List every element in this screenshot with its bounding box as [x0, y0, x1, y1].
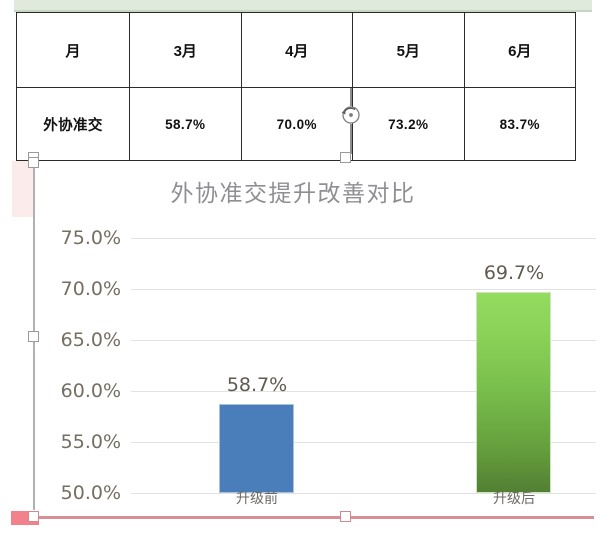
y-axis-tick-label: 75.0%: [60, 227, 121, 249]
table-header-cell[interactable]: 4月: [240, 12, 353, 88]
gridline: [131, 238, 596, 239]
gridline: [131, 289, 596, 290]
resize-handle-bottom-center[interactable]: [340, 511, 351, 522]
y-axis-tick-label: 50.0%: [60, 482, 121, 504]
resize-handle-middle-left[interactable]: [28, 331, 39, 342]
document-top-band-line: [14, 10, 592, 12]
bar-data-label: 69.7%: [483, 262, 545, 285]
table-header-cell[interactable]: 3月: [129, 12, 242, 88]
rotate-handle-stem-lower: [350, 124, 352, 154]
x-axis-category-label: 升级后: [493, 490, 535, 506]
bar-before[interactable]: [219, 404, 294, 493]
bar-data-label: 58.7%: [226, 374, 288, 397]
x-axis-category-label: 升级前: [236, 490, 278, 506]
table-header-cell[interactable]: 5月: [352, 12, 465, 88]
table-data-cell[interactable]: 70.0%: [240, 87, 353, 161]
table-data-cell[interactable]: 83.7%: [463, 87, 576, 161]
table-row-label[interactable]: 外协准交: [16, 87, 130, 161]
table-header-cell[interactable]: 6月: [463, 12, 576, 88]
gridline: [131, 391, 596, 392]
table-header-row: 月 3月 4月 5月 6月: [16, 12, 576, 88]
resize-handle-bottom-left[interactable]: [28, 511, 39, 522]
pink-left-block: [12, 161, 34, 217]
selection-frame-bottom-edge[interactable]: [34, 516, 594, 519]
outsourcing-ontime-delivery-table[interactable]: 月 3月 4月 5月 6月 外协准交 58.7% 70.0% 73.2% 83.…: [16, 12, 576, 161]
gridline: [131, 442, 596, 443]
gridline: [131, 340, 596, 341]
rotate-icon[interactable]: [340, 104, 362, 126]
table-data-cell[interactable]: 73.2%: [352, 87, 465, 161]
table-header-cell[interactable]: 月: [16, 12, 130, 88]
y-axis-tick-label: 65.0%: [60, 329, 121, 351]
y-axis-tick-label: 60.0%: [60, 380, 121, 402]
table-data-cell[interactable]: 58.7%: [129, 87, 242, 161]
document-top-band: [14, 0, 592, 12]
bar-after[interactable]: [476, 292, 551, 493]
chart-plot-area[interactable]: 外协准交提升改善对比 75.0% 70.0% 65.0% 60.0% 55.0%…: [33, 162, 596, 514]
y-axis-tick-label: 55.0%: [60, 431, 121, 453]
chart-title: 外协准交提升改善对比: [170, 181, 416, 206]
y-axis-tick-label: 70.0%: [60, 278, 121, 300]
gridline: [131, 493, 596, 494]
rotate-handle-stem: [350, 88, 352, 106]
resize-handle-top-left[interactable]: [28, 157, 39, 168]
table-data-row: 外协准交 58.7% 70.0% 73.2% 83.7%: [16, 87, 576, 161]
resize-handle-table-bottom-center[interactable]: [340, 152, 351, 163]
